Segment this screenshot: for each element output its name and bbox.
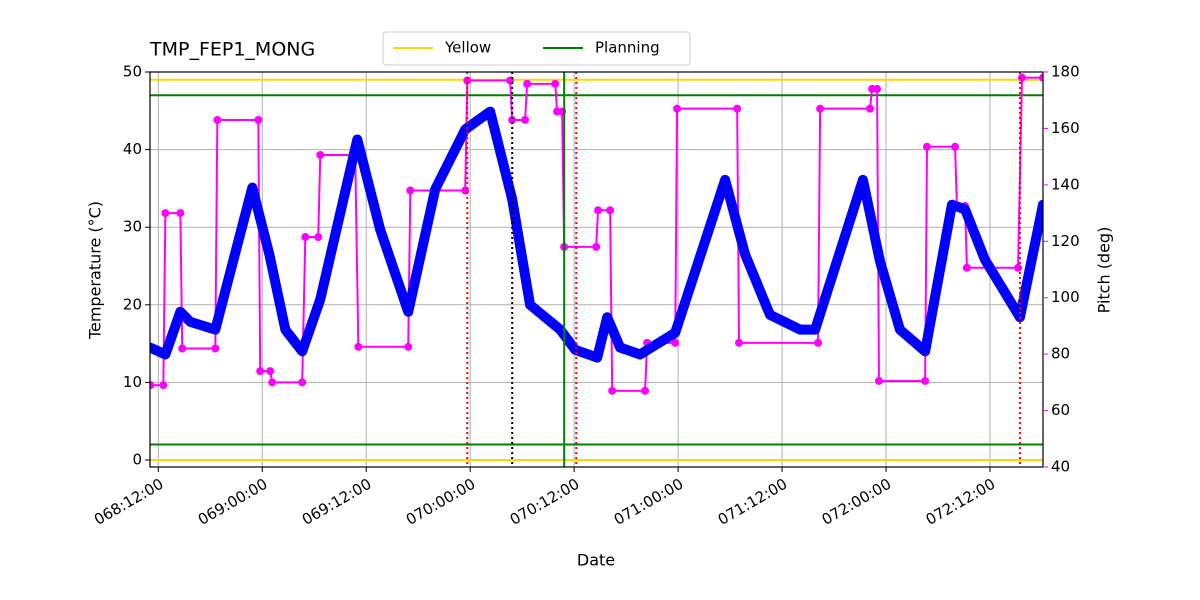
y2-tick-label: 180	[1051, 63, 1080, 81]
y2-tick-label: 40	[1051, 458, 1070, 476]
point	[354, 342, 363, 351]
y-tick-label: 50	[123, 63, 142, 81]
point	[211, 344, 220, 353]
y2-tick-label: 140	[1051, 175, 1080, 193]
point	[921, 376, 930, 385]
point	[606, 206, 615, 215]
y-tick-label: 0	[132, 451, 142, 469]
point	[1018, 73, 1027, 82]
point	[671, 338, 680, 347]
point	[213, 115, 222, 124]
point	[866, 104, 875, 113]
point	[314, 233, 323, 242]
point	[254, 115, 263, 124]
y-tick-label: 40	[123, 140, 142, 158]
point	[816, 104, 825, 113]
point	[508, 115, 517, 124]
y2-tick-label: 60	[1051, 401, 1070, 419]
legend: Yellow Planning	[393, 39, 660, 57]
x-axis-label: Date	[577, 551, 615, 570]
point	[594, 206, 603, 215]
y-tick-label: 10	[123, 373, 142, 391]
point	[178, 344, 187, 353]
chart-title: TMP_FEP1_MONG	[149, 39, 315, 61]
point	[962, 263, 971, 272]
point	[176, 209, 185, 218]
point	[521, 115, 530, 124]
legend-label: Yellow	[444, 39, 491, 57]
point	[161, 209, 170, 218]
point	[922, 142, 931, 151]
point	[256, 367, 265, 376]
point	[1039, 73, 1043, 82]
point	[874, 376, 883, 385]
point	[463, 76, 472, 85]
point	[814, 338, 823, 347]
point	[733, 104, 742, 113]
y2-tick-label: 100	[1051, 288, 1080, 306]
y2-tick-label: 160	[1051, 119, 1080, 137]
point	[159, 381, 168, 390]
y2-tick-label: 120	[1051, 232, 1080, 250]
y-tick-label: 30	[123, 218, 142, 236]
point	[316, 150, 325, 159]
y-tick-label: 20	[123, 295, 142, 313]
legend-box	[382, 31, 691, 66]
point	[951, 142, 960, 151]
point	[551, 79, 560, 88]
point	[641, 386, 650, 395]
point	[298, 378, 307, 387]
plot-area	[150, 72, 1043, 467]
point	[1014, 263, 1023, 272]
point	[268, 378, 277, 387]
legend-label: Planning	[595, 39, 660, 57]
point	[266, 367, 275, 376]
point	[873, 84, 882, 93]
y-axis-label: Temperature (°C)	[86, 201, 105, 340]
point	[301, 233, 310, 242]
point	[735, 338, 744, 347]
point	[673, 104, 682, 113]
point	[592, 242, 601, 251]
axes-frame	[149, 71, 1044, 468]
point	[404, 342, 413, 351]
point	[150, 381, 155, 390]
point	[406, 186, 415, 195]
point	[523, 79, 532, 88]
series-line	[150, 106, 1043, 363]
y2-tick-label: 80	[1051, 345, 1070, 363]
point	[608, 386, 617, 395]
y2-axis-label: Pitch (deg)	[1095, 227, 1114, 314]
